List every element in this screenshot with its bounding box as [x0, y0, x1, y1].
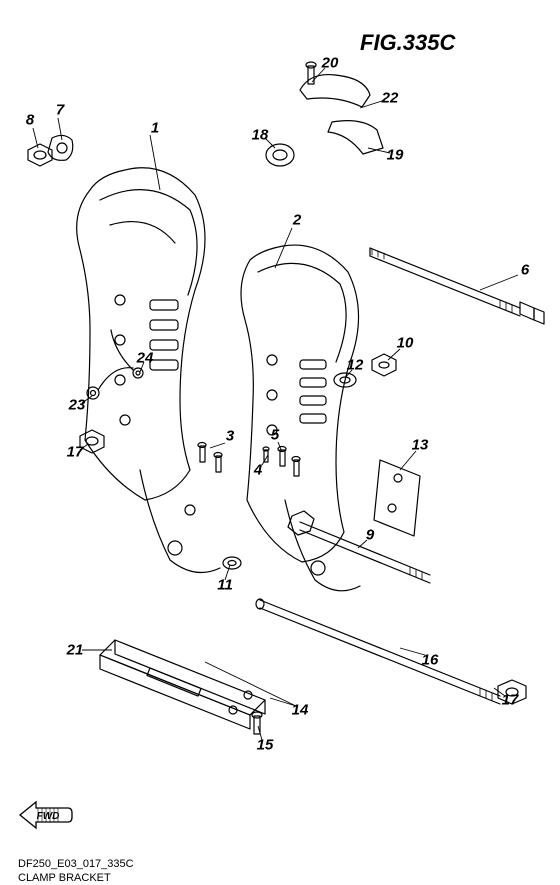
- footer-name: CLAMP BRACKET: [18, 872, 111, 884]
- callout-11: 11: [217, 577, 233, 594]
- callout-15: 15: [257, 737, 274, 754]
- callout-13: 13: [412, 437, 429, 454]
- callout-24: 24: [137, 350, 154, 367]
- callout-10: 10: [397, 335, 414, 352]
- callout-12: 12: [347, 357, 364, 374]
- callout-3: 3: [226, 428, 234, 445]
- callout-22: 22: [382, 90, 399, 107]
- callout-20: 20: [322, 55, 339, 72]
- callout-4: 4: [254, 462, 262, 479]
- page-root: FIG.335C: [0, 0, 560, 885]
- callout-23: 23: [69, 397, 86, 414]
- callout-14: 14: [292, 702, 309, 719]
- callout-7: 7: [56, 102, 64, 119]
- callout-19: 19: [387, 147, 404, 164]
- callout-9: 9: [366, 527, 374, 544]
- callout-2: 2: [293, 212, 301, 229]
- callout-21: 21: [67, 642, 84, 659]
- callout-1: 1: [151, 120, 159, 137]
- fwd-label: FWD: [37, 811, 60, 822]
- footer-code: DF250_E03_017_335C: [18, 858, 134, 870]
- callout-17: 17: [67, 444, 84, 461]
- callout-18: 18: [252, 127, 269, 144]
- fwd-arrow-icon: FWD: [18, 800, 74, 830]
- callout-16: 16: [422, 652, 439, 669]
- callout-6: 6: [521, 262, 529, 279]
- callout-17: 17: [502, 692, 519, 709]
- callout-5: 5: [271, 427, 279, 444]
- diagram-illustration: [0, 0, 560, 885]
- callout-8: 8: [26, 112, 34, 129]
